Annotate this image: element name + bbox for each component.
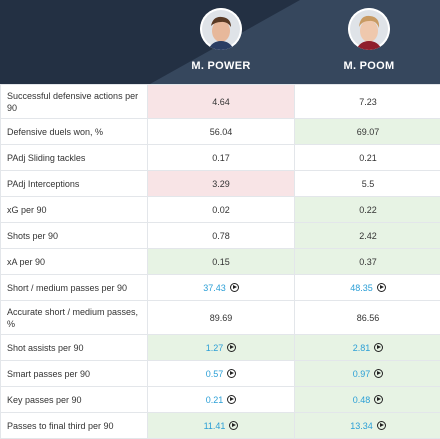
- stat-value[interactable]: 0.48: [353, 395, 371, 405]
- stat-value: 5.5: [362, 179, 375, 189]
- stat-row: Accurate short / medium passes, % 89.69 86…: [1, 301, 440, 335]
- player-2-value: 7.23: [295, 85, 440, 119]
- stat-row: Smart passes per 90 0.57 0.97: [1, 361, 440, 387]
- player-2-value: 86.56: [295, 301, 440, 335]
- stat-value: 0.15: [212, 257, 230, 267]
- stat-value: 0.02: [212, 205, 230, 215]
- player-1-value: 0.15: [148, 249, 295, 275]
- player-1-value[interactable]: 37.43: [148, 275, 295, 301]
- player-2-name: M. POOM: [294, 60, 440, 72]
- player-2-value[interactable]: 2.81: [295, 335, 440, 361]
- stat-row: Key passes per 90 0.21 0.48: [1, 387, 440, 413]
- player-2-header[interactable]: M. POOM: [294, 8, 440, 72]
- stat-value: 69.07: [357, 127, 380, 137]
- stat-value[interactable]: 48.35: [350, 283, 373, 293]
- stat-row: PAdj Sliding tackles 0.17 0.21: [1, 145, 440, 171]
- player-1-value: 0.78: [148, 223, 295, 249]
- player-1-avatar: [200, 8, 242, 50]
- comparison-header: M. POWER M. POOM: [0, 0, 440, 84]
- stat-label: PAdj Interceptions: [1, 171, 148, 197]
- play-video-icon[interactable]: [227, 369, 236, 378]
- stat-value: 0.37: [359, 257, 377, 267]
- stat-value[interactable]: 0.21: [206, 395, 224, 405]
- stat-value: 2.42: [359, 231, 377, 241]
- stat-value: 89.69: [210, 313, 233, 323]
- stat-value[interactable]: 1.27: [206, 343, 224, 353]
- stat-value: 0.78: [212, 231, 230, 241]
- player-2-value: 5.5: [295, 171, 440, 197]
- stat-value[interactable]: 0.57: [206, 369, 224, 379]
- play-video-icon[interactable]: [227, 343, 236, 352]
- player-1-value: 56.04: [148, 119, 295, 145]
- stat-row: Defensive duels won, % 56.04 69.07: [1, 119, 440, 145]
- player-1-value[interactable]: 0.57: [148, 361, 295, 387]
- stat-value: 0.17: [212, 153, 230, 163]
- stat-value: 0.22: [359, 205, 377, 215]
- stat-value[interactable]: 37.43: [203, 283, 226, 293]
- player-2-value: 69.07: [295, 119, 440, 145]
- stat-row: xA per 90 0.15 0.37: [1, 249, 440, 275]
- stats-table: Successful defensive actions per 90 4.64 7…: [0, 84, 440, 439]
- stat-label: xG per 90: [1, 197, 148, 223]
- stat-value: 56.04: [210, 127, 233, 137]
- stat-label: Key passes per 90: [1, 387, 148, 413]
- stat-label: Short / medium passes per 90: [1, 275, 148, 301]
- player-1-value: 4.64: [148, 85, 295, 119]
- player-1-value: 3.29: [148, 171, 295, 197]
- player-1-name: M. POWER: [146, 60, 296, 72]
- stat-value[interactable]: 13.34: [350, 421, 373, 431]
- play-video-icon[interactable]: [374, 343, 383, 352]
- stat-value: 3.29: [212, 179, 230, 189]
- stat-label: PAdj Sliding tackles: [1, 145, 148, 171]
- player-2-value[interactable]: 0.48: [295, 387, 440, 413]
- play-video-icon[interactable]: [377, 283, 386, 292]
- play-video-icon[interactable]: [230, 283, 239, 292]
- stat-value[interactable]: 0.97: [353, 369, 371, 379]
- stat-row: Shots per 90 0.78 2.42: [1, 223, 440, 249]
- stat-label: xA per 90: [1, 249, 148, 275]
- stat-row: Short / medium passes per 90 37.43 48.35: [1, 275, 440, 301]
- play-video-icon[interactable]: [229, 421, 238, 430]
- stat-value: 7.23: [359, 97, 377, 107]
- stat-value: 86.56: [357, 313, 380, 323]
- play-video-icon[interactable]: [227, 395, 236, 404]
- player-1-value[interactable]: 0.21: [148, 387, 295, 413]
- stat-label: Shots per 90: [1, 223, 148, 249]
- player-2-value: 2.42: [295, 223, 440, 249]
- stat-label: Shot assists per 90: [1, 335, 148, 361]
- player-1-value: 0.17: [148, 145, 295, 171]
- stat-row: xG per 90 0.02 0.22: [1, 197, 440, 223]
- player-2-avatar: [348, 8, 390, 50]
- stat-row: Shot assists per 90 1.27 2.81: [1, 335, 440, 361]
- player-1-value[interactable]: 1.27: [148, 335, 295, 361]
- player-2-value: 0.21: [295, 145, 440, 171]
- stat-row: PAdj Interceptions 3.29 5.5: [1, 171, 440, 197]
- play-video-icon[interactable]: [374, 369, 383, 378]
- player-1-value: 0.02: [148, 197, 295, 223]
- stat-value[interactable]: 2.81: [353, 343, 371, 353]
- stat-value: 4.64: [212, 97, 230, 107]
- player-2-value: 0.22: [295, 197, 440, 223]
- player-1-header[interactable]: M. POWER: [146, 8, 296, 72]
- player-2-value[interactable]: 0.97: [295, 361, 440, 387]
- stat-value[interactable]: 11.41: [204, 421, 226, 431]
- stat-label: Successful defensive actions per 90: [1, 85, 148, 119]
- play-video-icon[interactable]: [377, 421, 386, 430]
- player-2-value: 0.37: [295, 249, 440, 275]
- player-1-value: 89.69: [148, 301, 295, 335]
- stat-label: Smart passes per 90: [1, 361, 148, 387]
- stat-value: 0.21: [359, 153, 377, 163]
- stat-label: Defensive duels won, %: [1, 119, 148, 145]
- stat-label: Accurate short / medium passes, %: [1, 301, 148, 335]
- play-video-icon[interactable]: [374, 395, 383, 404]
- player-2-value[interactable]: 48.35: [295, 275, 440, 301]
- stat-row: Successful defensive actions per 90 4.64 7…: [1, 85, 440, 119]
